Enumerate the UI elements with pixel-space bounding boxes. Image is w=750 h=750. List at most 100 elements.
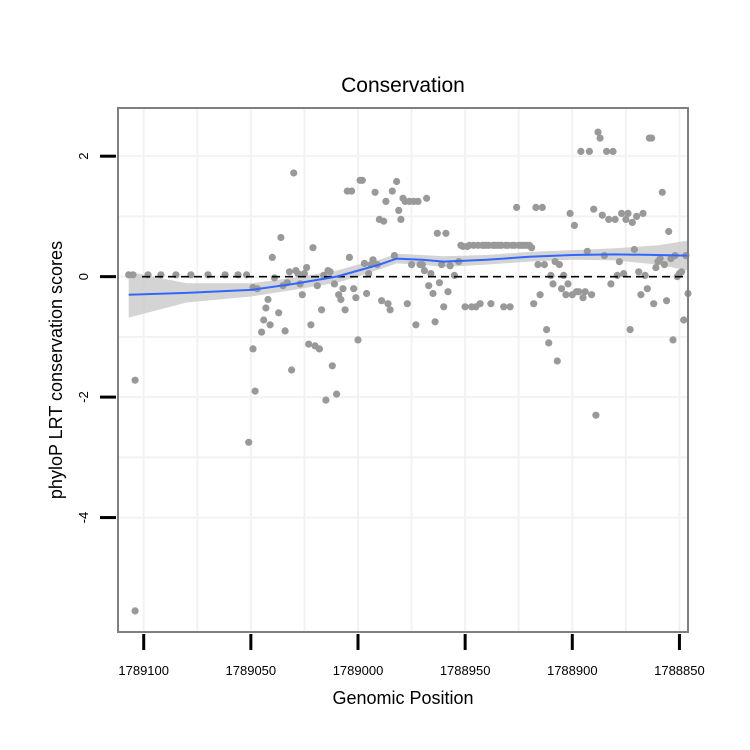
y-axis-title: phyloP LRT conservation scores (46, 241, 66, 499)
data-point (665, 227, 673, 236)
data-point (393, 177, 401, 186)
data-point (626, 326, 634, 334)
data-point (425, 282, 433, 290)
x-tick-label: 1788900 (547, 663, 598, 678)
data-point (678, 268, 686, 276)
data-point (450, 271, 458, 279)
data-point (303, 264, 311, 272)
data-point (245, 438, 253, 446)
data-point (333, 390, 341, 398)
data-point (378, 297, 386, 305)
data-point (395, 206, 403, 214)
data-point (624, 209, 632, 217)
data-point (341, 306, 349, 314)
y-tick-label: 0 (76, 273, 91, 280)
data-point (607, 280, 615, 288)
data-point (433, 229, 441, 237)
data-point (577, 147, 585, 155)
data-point (354, 336, 362, 344)
data-point (386, 306, 394, 314)
data-point (380, 217, 388, 225)
data-point (603, 147, 611, 155)
data-point (600, 252, 609, 260)
data-point (558, 285, 566, 293)
data-point (288, 366, 296, 374)
x-tick-label: 1789100 (118, 663, 169, 678)
confidence-band (128, 240, 688, 318)
smooth-line (128, 253, 689, 296)
data-point (442, 229, 450, 237)
y-tick-label: -4 (76, 512, 91, 524)
y-tick-label: -2 (76, 391, 91, 403)
data-point (440, 303, 448, 311)
data-point (594, 128, 602, 136)
data-point (630, 245, 639, 254)
data-point (579, 294, 587, 302)
data-point (545, 339, 553, 347)
data-point (609, 147, 617, 155)
data-point (611, 215, 619, 223)
data-point (663, 297, 671, 305)
data-point (300, 270, 308, 278)
data-point (658, 188, 666, 196)
plot-background (118, 108, 688, 632)
data-point (543, 326, 551, 334)
data-point (435, 279, 443, 287)
data-point (560, 271, 568, 279)
data-point (431, 318, 439, 326)
data-point (270, 274, 278, 282)
data-point (598, 211, 606, 219)
chart-title: Conservation (341, 74, 465, 97)
data-point (348, 187, 356, 195)
data-point (328, 362, 336, 370)
data-point (534, 261, 542, 269)
data-point (553, 357, 561, 365)
data-point (414, 197, 422, 205)
data-point (575, 288, 583, 296)
data-point (397, 215, 405, 223)
data-point (313, 282, 321, 290)
data-point (427, 270, 435, 278)
data-point (363, 289, 371, 298)
data-point (585, 147, 594, 155)
data-point (660, 261, 669, 269)
data-point (444, 288, 452, 296)
data-point (382, 197, 390, 205)
data-point (536, 291, 544, 299)
data-point (131, 607, 139, 615)
data-point (590, 205, 598, 213)
data-point (641, 271, 649, 279)
data-point (365, 270, 373, 278)
data-point (403, 300, 411, 308)
data-point (326, 268, 334, 276)
data-point (506, 303, 514, 311)
data-point (648, 134, 656, 142)
data-point (429, 289, 437, 298)
data-point (298, 291, 306, 299)
data-point (622, 215, 630, 223)
data-point (620, 270, 628, 278)
smooth-line-path (128, 253, 689, 296)
data-point (129, 271, 137, 279)
data-point (438, 261, 446, 269)
data-point (650, 300, 658, 308)
data-point (258, 328, 266, 336)
points (125, 128, 692, 615)
data-point (260, 316, 268, 324)
data-point (390, 252, 398, 260)
data-point (309, 244, 317, 252)
data-point (249, 345, 257, 353)
data-point (639, 209, 647, 217)
data-point (487, 300, 495, 308)
data-point (268, 253, 276, 261)
data-point (549, 280, 557, 288)
data-point (570, 221, 579, 229)
data-point (635, 268, 643, 276)
x-tick-label: 1789000 (333, 663, 384, 678)
data-point (680, 316, 688, 324)
data-point (420, 267, 428, 275)
data-point (360, 259, 368, 267)
confidence-band-area (128, 240, 688, 318)
x-axis: 1789100 1789050 1789000 1788950 1788900 17888… (118, 634, 705, 678)
